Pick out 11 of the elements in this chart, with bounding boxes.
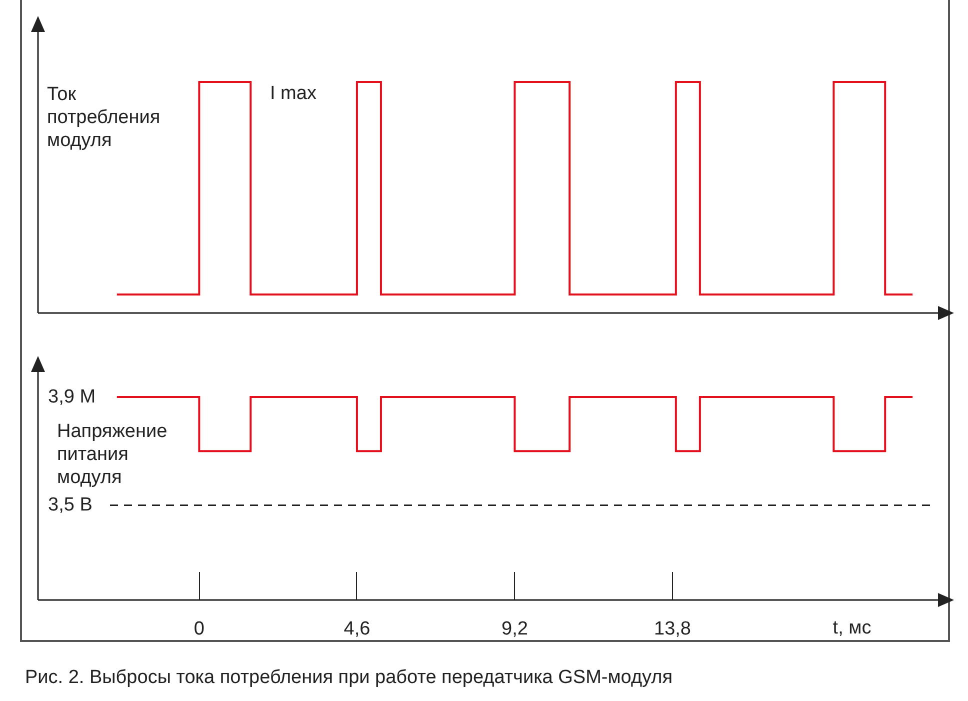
x-tick-label: 4,6 [344,618,370,640]
x-tick-label: 13,8 [654,618,691,640]
y-axis-title: Ток потребления модуля [47,83,162,152]
x-tick-label: 9,2 [502,618,528,640]
x-axis-title: t, мс [832,618,872,639]
y-axis-title: Напряжение питания модуля [57,420,168,489]
y-tick-label: 3,9 М [48,386,96,408]
x-tick-label: 0 [194,618,204,640]
text: Рис. 2. Выбросы тока потребления при работе передатчика GSM-модуля [25,667,673,689]
y-tick-label: 3,5 В [48,494,92,516]
annotation: I max [270,83,316,105]
